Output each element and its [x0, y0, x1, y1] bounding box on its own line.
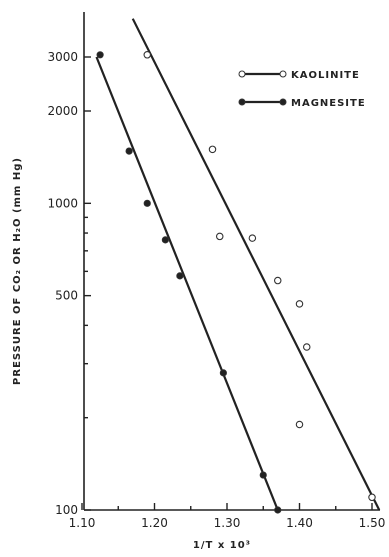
data-points — [96, 51, 376, 514]
magnesite-point — [143, 199, 151, 207]
kaolinite-point — [368, 493, 376, 502]
x-tick-label: 1.50 — [359, 516, 386, 530]
x-axis-label: 1/T x 10³ — [193, 540, 251, 551]
kaolinite-point — [208, 145, 217, 154]
magnesite-point — [176, 272, 184, 280]
fit-line-kaolinite — [131, 18, 381, 511]
kaolinite-point — [273, 276, 282, 285]
axes — [83, 12, 380, 511]
legend-marker-magnesite — [279, 98, 287, 106]
fit-line-magnesite — [95, 56, 279, 511]
legend: KAOLINITE MAGNESITE — [238, 70, 366, 109]
legend-label-magnesite: MAGNESITE — [291, 98, 366, 109]
y-tick-label: 100 — [55, 503, 78, 517]
y-axis-label: PRESSURE OF CO₂ OR H₂O (mm Hg) — [12, 157, 23, 385]
magnesite-point — [259, 471, 267, 479]
kaolinite-point — [248, 234, 257, 242]
x-tick-label: 1.40 — [286, 516, 313, 530]
y-tick-label: 500 — [55, 289, 78, 303]
tick-group: 1.10 1.20 1.30 1.40 1.50 100 500 1000 2000 3000 — [47, 50, 385, 530]
legend-marker-kaolinite — [279, 70, 287, 78]
magnesite-point — [125, 147, 133, 155]
x-tick-label: 1.20 — [141, 516, 168, 530]
y-tick-label: 3000 — [47, 50, 78, 64]
kaolinite-point — [295, 300, 304, 308]
magnesite-point — [161, 236, 169, 244]
magnesite-point — [96, 51, 104, 59]
kaolinite-point — [302, 343, 311, 351]
legend-marker-kaolinite — [238, 70, 246, 78]
x-tick-label: 1.10 — [69, 516, 96, 530]
y-tick-label: 1000 — [47, 196, 78, 210]
kaolinite-point — [295, 420, 304, 429]
legend-label-kaolinite: KAOLINITE — [291, 70, 360, 81]
x-tick-label: 1.30 — [214, 516, 241, 530]
legend-marker-magnesite — [238, 98, 246, 106]
magnesite-point — [274, 506, 282, 514]
kaolinite-point — [143, 51, 152, 59]
kaolinite-point — [216, 232, 224, 241]
y-tick-label: 2000 — [47, 104, 78, 118]
fit-lines — [95, 18, 381, 511]
magnesite-point — [219, 369, 227, 377]
